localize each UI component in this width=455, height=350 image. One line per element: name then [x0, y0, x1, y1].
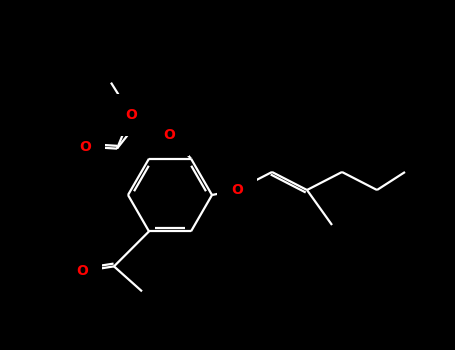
Text: O: O: [79, 140, 91, 154]
Text: O: O: [163, 128, 175, 142]
Text: O: O: [76, 264, 88, 278]
Text: O: O: [125, 108, 137, 122]
Text: O: O: [231, 183, 243, 197]
